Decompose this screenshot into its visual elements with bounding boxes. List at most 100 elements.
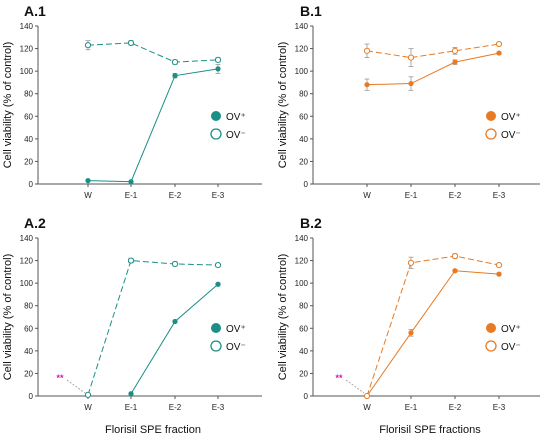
data-point <box>364 82 370 88</box>
x-tick-label: W <box>363 403 371 412</box>
y-tick-label: 140 <box>295 22 309 31</box>
y-tick-label: 80 <box>299 302 308 311</box>
series-line <box>87 68 219 183</box>
legend-label: OV⁻ <box>226 130 246 141</box>
annotation-pointer <box>345 379 365 394</box>
x-tick-label: E-1 <box>125 403 138 412</box>
series-line <box>366 270 500 397</box>
annotation-pointer <box>66 379 86 394</box>
y-tick-label: 20 <box>24 369 33 378</box>
legend-marker <box>211 111 221 121</box>
data-point <box>85 178 91 184</box>
data-point <box>452 59 458 65</box>
data-point <box>495 40 503 48</box>
y-tick-label: 100 <box>295 67 309 76</box>
legend-marker <box>486 323 496 333</box>
panel-title: A.2 <box>24 215 46 231</box>
y-tick-label: 80 <box>299 90 308 99</box>
data-point <box>172 73 178 79</box>
bottom-xlabel-left: Florisil SPE fraction <box>105 424 201 436</box>
series-ov-plus <box>128 281 221 397</box>
y-tick-label: 80 <box>24 302 33 311</box>
y-tick-label: 60 <box>24 324 33 333</box>
y-tick-label: 20 <box>299 157 308 166</box>
data-point <box>408 80 414 87</box>
y-tick-label: 100 <box>20 67 34 76</box>
y-tick-label: 0 <box>29 392 34 401</box>
y-tick-label: 20 <box>299 369 308 378</box>
legend-marker <box>210 340 222 352</box>
series-ov-plus <box>364 50 502 91</box>
y-tick-label: 0 <box>29 180 34 189</box>
data-point <box>451 47 459 54</box>
y-tick-label: 100 <box>295 279 309 288</box>
y-tick-label: 60 <box>299 324 308 333</box>
panel-b2: B.2 0 20 40 60 80 100 120 140 W E-1 E-2 E-3 Cell viab… <box>277 215 540 412</box>
data-point <box>215 281 221 287</box>
y-tick-label: 0 <box>304 180 309 189</box>
x-tick-label: E-2 <box>449 403 462 412</box>
data-point <box>452 268 458 274</box>
legend-marker <box>211 323 221 333</box>
panel-a2: A.2 0 20 40 60 80 100 120 140 W E-1 E-2 E-3 Cell viab… <box>2 215 262 412</box>
panel-a1: A.1 0 20 40 60 80 100 120 140 W E-1 E-2 E-3 Cell viab… <box>2 3 262 200</box>
panel-title: B.1 <box>300 3 322 19</box>
data-point <box>408 330 414 336</box>
y-tick-label: 0 <box>304 392 309 401</box>
data-point <box>496 271 502 277</box>
data-point <box>214 261 222 269</box>
x-tick-label: E-3 <box>493 403 506 412</box>
y-tick-label: 40 <box>299 347 308 356</box>
legend-label: OV⁺ <box>226 324 246 335</box>
y-tick-label: 60 <box>24 112 33 121</box>
y-tick-label: 100 <box>20 279 34 288</box>
series-ov-plus <box>364 268 502 399</box>
y-tick-label: 140 <box>20 234 34 243</box>
y-tick-label: 120 <box>20 257 34 266</box>
data-point <box>214 56 222 63</box>
x-tick-label: E-1 <box>125 191 138 200</box>
data-point <box>171 260 179 268</box>
x-tick-label: E-3 <box>212 191 225 200</box>
data-point <box>495 261 503 269</box>
series-ov-minus <box>84 257 222 398</box>
series-line <box>366 255 500 397</box>
data-point <box>451 252 459 260</box>
y-tick-label: 120 <box>295 45 309 54</box>
legend-label: OV⁺ <box>501 324 521 335</box>
data-point <box>84 42 92 49</box>
y-tick-label: 120 <box>20 45 34 54</box>
x-tick-label: E-3 <box>212 403 225 412</box>
legend-marker <box>486 111 496 121</box>
data-point <box>363 392 371 400</box>
x-tick-label: E-3 <box>493 191 506 200</box>
panel-title: B.2 <box>300 215 322 231</box>
legend-label: OV⁺ <box>501 112 521 123</box>
x-tick-label: E-2 <box>169 403 182 412</box>
y-tick-label: 140 <box>20 22 34 31</box>
data-point <box>128 391 134 397</box>
y-tick-label: 40 <box>24 347 33 356</box>
data-point <box>407 54 415 61</box>
series-ov-minus <box>363 252 503 400</box>
data-point <box>363 47 371 54</box>
y-axis-label: Cell viability (% of control) <box>277 254 289 381</box>
data-point <box>171 59 179 66</box>
series-line <box>87 42 219 63</box>
legend-label: OV⁺ <box>226 112 246 123</box>
panel-b1: B.1 0 20 40 60 80 100 120 140 W E-1 E-2 E-3 Cell viab… <box>277 3 540 200</box>
series-ov-plus <box>85 63 221 185</box>
data-point <box>215 66 221 72</box>
data-point <box>84 391 92 398</box>
series-line <box>366 52 500 86</box>
legend-label: OV⁻ <box>501 130 521 141</box>
legend-marker <box>210 128 222 140</box>
y-tick-label: 140 <box>295 234 309 243</box>
y-tick-label: 40 <box>24 135 33 144</box>
significance-annotation: ** <box>335 373 343 383</box>
x-tick-label: E-2 <box>449 191 462 200</box>
legend-label: OV⁻ <box>501 342 521 353</box>
legend-marker <box>485 128 497 140</box>
series-line <box>87 260 219 396</box>
